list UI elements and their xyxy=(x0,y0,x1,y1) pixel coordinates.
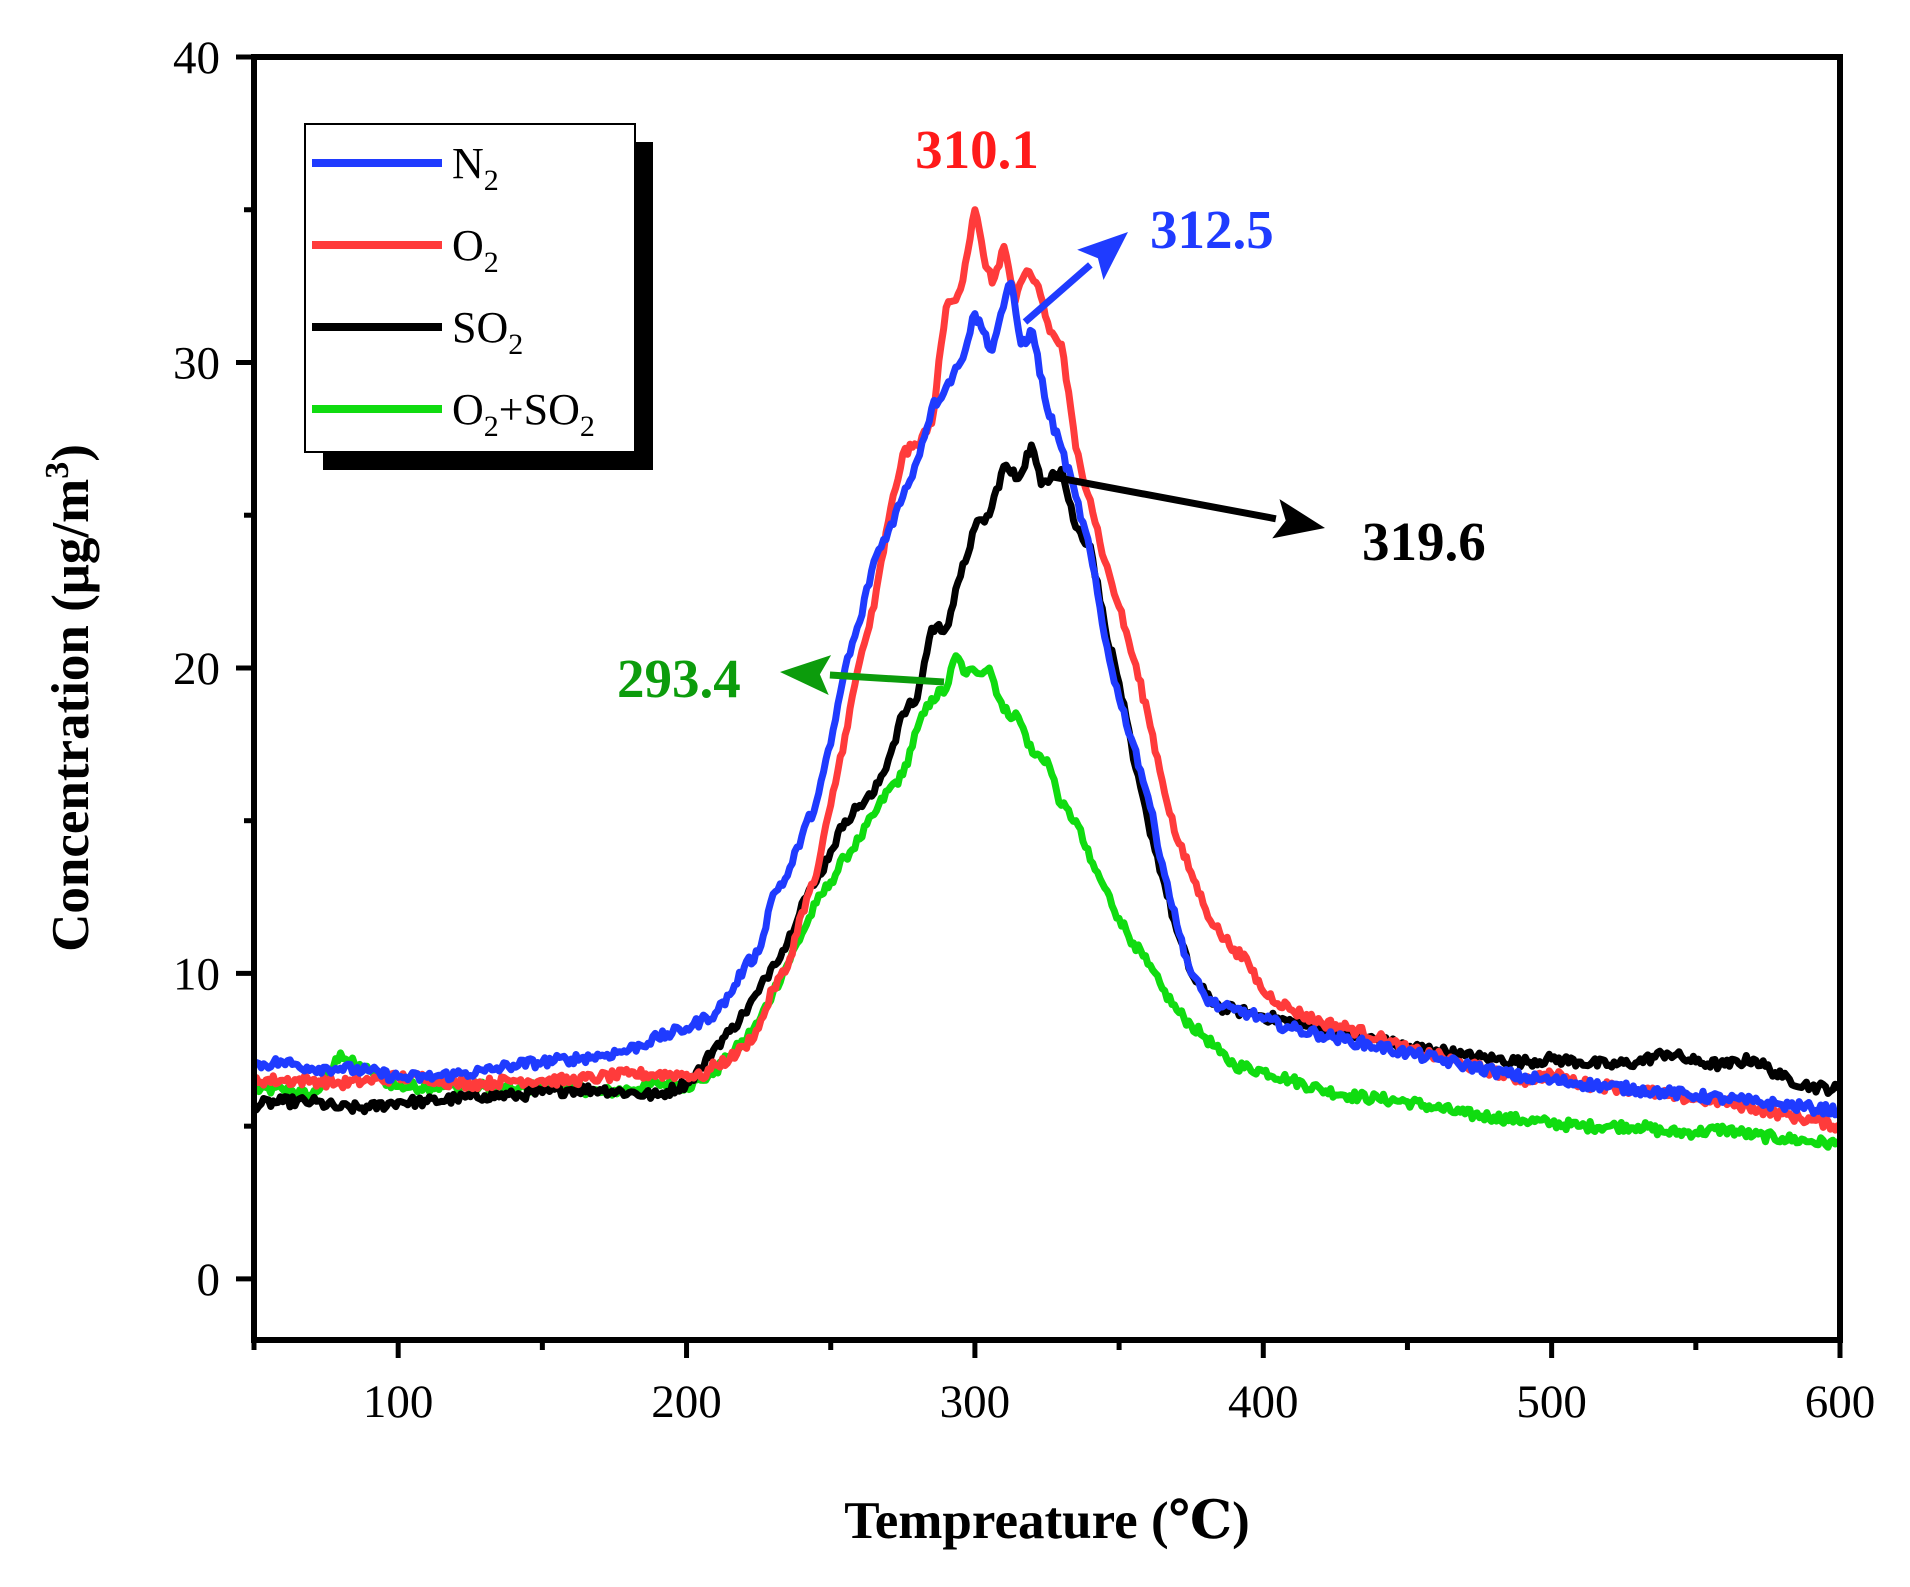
peak-annotations: 310.1 312.5 319.6 293.4 xyxy=(617,119,1486,709)
y-tick-label: 0 xyxy=(197,1254,221,1306)
legend-label-sub: 2 xyxy=(484,164,499,197)
legend-label-sub: 2 xyxy=(484,410,499,443)
legend-label-base: N xyxy=(452,139,484,188)
x-tick-label: 600 xyxy=(1805,1376,1876,1428)
legend-label-rest-sub: 2 xyxy=(580,410,595,443)
y-axis-title-main: Concentration (μg/m xyxy=(42,479,100,952)
y-tick-label: 40 xyxy=(173,32,220,84)
legend-label-sub: 2 xyxy=(508,328,523,361)
legend-label-sub: 2 xyxy=(484,246,499,279)
y-tick-label: 20 xyxy=(173,643,220,695)
y-tick-label: 30 xyxy=(173,337,220,389)
y-axis-title-superscript: 3 xyxy=(39,462,76,479)
legend-label-base: O xyxy=(452,385,484,434)
y-axis-title-close: ) xyxy=(42,444,100,462)
series-lines xyxy=(250,206,1843,1151)
legend-label-n2: N2 xyxy=(452,139,499,197)
legend-label-rest: +SO xyxy=(499,385,580,434)
x-tick-label: 100 xyxy=(363,1376,434,1428)
legend-label-base: O xyxy=(452,221,484,270)
legend-label-so2: SO2 xyxy=(452,303,523,361)
annotation-arrow-so2 xyxy=(1047,472,1277,523)
peak-label-n2: 312.5 xyxy=(1150,199,1274,260)
legend-box xyxy=(304,123,636,453)
series-line-so2 xyxy=(250,441,1843,1116)
x-axis-title: Tempreature (℃) xyxy=(844,1492,1250,1550)
x-tick-label: 400 xyxy=(1228,1376,1299,1428)
annotation-arrowhead-so2 xyxy=(1272,499,1325,539)
x-tick-label: 500 xyxy=(1516,1376,1587,1428)
peak-label-so2: 319.6 xyxy=(1362,511,1486,572)
annotation-arrow-n2 xyxy=(1022,262,1093,325)
axis-ticks xyxy=(236,54,1843,1358)
x-tick-label: 300 xyxy=(940,1376,1011,1428)
series-line-o2so2 xyxy=(252,652,1843,1151)
peak-label-o2: 310.1 xyxy=(915,119,1039,180)
peak-label-o2so2: 293.4 xyxy=(617,648,741,709)
legend-label-o2so2: O2+SO2 xyxy=(452,385,595,443)
series-line-n2 xyxy=(251,279,1843,1119)
legend-label-o2: O2 xyxy=(452,221,499,279)
tick-labels: 100 200 300 400 500 600 0 10 20 30 40 xyxy=(173,32,1875,1428)
y-axis-title: Concentration (μg/m3) xyxy=(39,444,100,952)
annotation-arrow-o2so2 xyxy=(829,671,945,686)
annotation-arrowhead-o2so2 xyxy=(780,655,832,695)
legend-label-base: SO xyxy=(452,303,508,352)
annotation-arrowhead-n2 xyxy=(1077,232,1128,280)
plot-frame xyxy=(251,54,1843,1343)
y-tick-label: 10 xyxy=(173,948,220,1000)
x-tick-label: 200 xyxy=(651,1376,722,1428)
